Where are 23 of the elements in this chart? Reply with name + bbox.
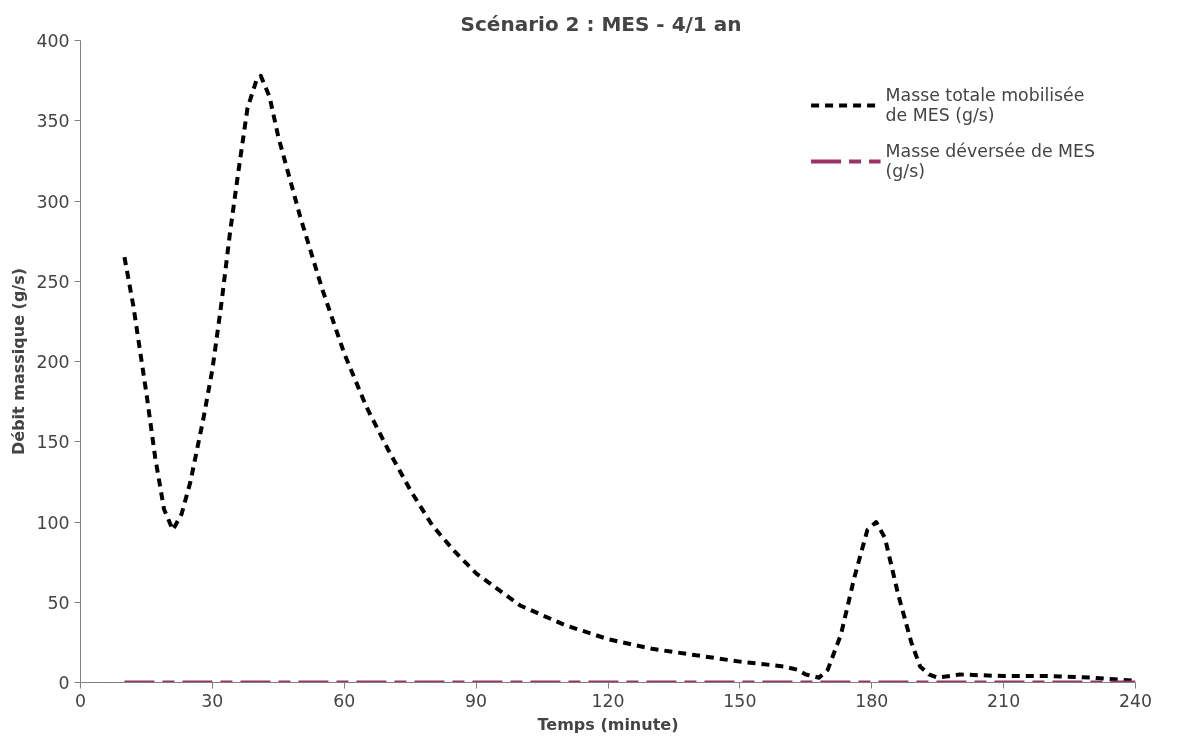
- y-tick-label: 0: [58, 673, 70, 693]
- chart-title: Scénario 2 : MES - 4/1 an: [460, 11, 742, 36]
- x-tick-label: 30: [201, 690, 224, 711]
- x-tick-label: 180: [855, 690, 889, 711]
- x-tick-label: 0: [74, 690, 87, 711]
- x-tick-label: 60: [333, 690, 356, 711]
- y-tick-label: 250: [36, 271, 70, 292]
- y-tick-label: 200: [36, 352, 70, 372]
- x-tick-label: 90: [465, 690, 488, 711]
- x-tick-label: 150: [723, 690, 757, 711]
- y-tick-label: 350: [36, 111, 70, 132]
- y-tick-label: 150: [36, 432, 70, 453]
- legend-label: Masse totale mobilisée de MES (g/s): [885, 84, 1085, 127]
- y-tick-label: 400: [36, 31, 70, 51]
- x-tick-label: 120: [591, 690, 625, 711]
- y-tick-label: 50: [47, 592, 70, 613]
- legend-label: Masse déversée de MES (g/s): [885, 140, 1095, 183]
- y-tick-label: 100: [36, 512, 70, 533]
- x-tick-label: 240: [1118, 690, 1153, 711]
- x-tick-label: 210: [987, 690, 1021, 711]
- y-axis-title: Débit massique (g/s): [9, 268, 29, 455]
- x-axis-title: Temps (minute): [537, 714, 679, 734]
- y-tick-label: 300: [36, 191, 70, 212]
